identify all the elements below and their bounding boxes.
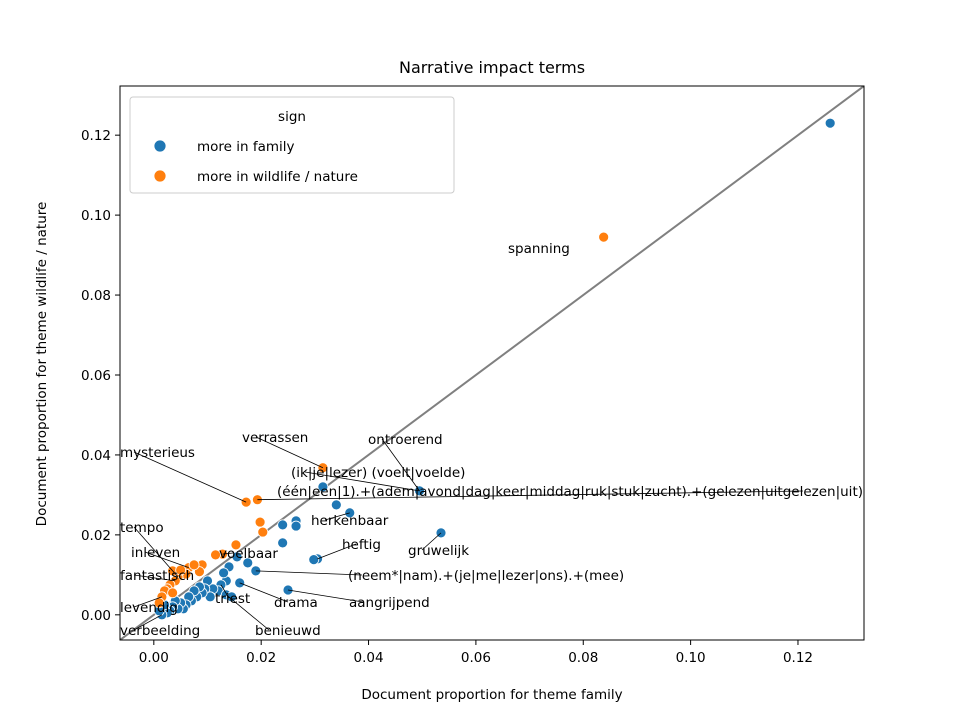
x-axis-label: Document proportion for theme family [361, 687, 622, 703]
annotation-label: heftig [342, 537, 381, 553]
legend-frame [129, 96, 455, 194]
data-point-family [226, 591, 238, 603]
data-point-family [290, 520, 302, 532]
annotation-connector [257, 490, 804, 501]
annotation-label: aangrijpend [349, 595, 430, 611]
annotation-label: voelbaar [219, 546, 278, 562]
data-point-family [317, 481, 329, 493]
annotation-connector [239, 582, 289, 603]
data-point-family [242, 557, 254, 569]
annotation-label: benieuwd [255, 623, 321, 639]
annotation-label: (één|een|1).+(adem|avond|dag|keer|middag… [277, 484, 863, 500]
x-tick-label: 0.10 [676, 650, 706, 666]
annotation-connector [304, 471, 420, 492]
data-point-wildlife-nature [598, 231, 610, 243]
annotation-label: verrassen [242, 430, 308, 446]
data-point-wildlife-nature [167, 587, 179, 599]
annotation-connector [222, 552, 234, 555]
annotation-label: (neem*|nam).+(je|me|lezer|ons).+(mee) [348, 568, 624, 584]
annotation-label: levendig [120, 600, 178, 616]
data-point-family [218, 567, 230, 579]
legend: sign more in family more in wildlife / n… [129, 96, 455, 194]
data-point-family [308, 554, 320, 566]
y-tick-label: 0.06 [81, 368, 111, 384]
data-point-wildlife-nature [188, 559, 200, 571]
plot-frame [119, 85, 865, 641]
annotation-label: (ik|je|lezer) (voelt|voelde) [291, 465, 465, 481]
x-tick-label: 0.00 [139, 650, 169, 666]
y-tick-label: 0.12 [81, 128, 111, 144]
annotation-label: mysterieus [120, 445, 195, 461]
annotation-label: drama [274, 595, 318, 611]
annotation-label: herkenbaar [311, 513, 389, 529]
y-tick-label: 0.04 [81, 448, 111, 464]
legend-entry-wildlife: more in wildlife / nature [197, 169, 358, 185]
legend-marker-family [153, 139, 167, 153]
data-point-family [277, 519, 289, 531]
annotation-label: inleven [131, 545, 180, 561]
annotation-label: spanning [508, 241, 570, 257]
reference-line-y-equals-x [120, 86, 864, 640]
annotation-connector [421, 532, 442, 551]
data-point-family [231, 551, 243, 563]
annotation-connector [133, 614, 163, 631]
annotation-connector [133, 451, 247, 503]
y-tick-label: 0.08 [81, 288, 111, 304]
x-tick-label: 0.08 [568, 650, 598, 666]
annotation-connector [133, 596, 163, 608]
y-tick-label: 0.02 [81, 528, 111, 544]
annotation-label: verbeelding [120, 623, 200, 639]
annotation-connector [255, 570, 363, 576]
chart-title: Narrative impact terms [399, 58, 585, 77]
annotation-label: gruwelijk [408, 543, 469, 559]
annotation-connector [133, 526, 179, 578]
annotation-connector [144, 551, 189, 569]
y-axis-label: Document proportion for theme wildlife /… [34, 202, 50, 527]
annotation-connector [324, 512, 350, 521]
annotation-connector [133, 574, 176, 582]
annotation-label: fantastisch [120, 568, 194, 584]
annotation-connector [317, 543, 357, 560]
data-point-family [330, 499, 342, 511]
y-tick-label: 0.10 [81, 208, 111, 224]
data-point-family [824, 117, 836, 129]
x-tick-label: 0.06 [461, 650, 491, 666]
legend-title: sign [278, 109, 306, 125]
data-point-wildlife-nature [210, 549, 221, 561]
y-tick-label: 0.00 [81, 608, 111, 624]
data-point-wildlife-nature [254, 516, 266, 528]
x-tick-label: 0.12 [783, 650, 813, 666]
data-point-wildlife-nature [257, 526, 269, 538]
data-point-wildlife-nature [230, 539, 242, 551]
x-tick-label: 0.04 [354, 650, 384, 666]
data-point-family [277, 537, 289, 549]
annotation-connector [255, 436, 324, 469]
x-tick-label: 0.02 [246, 650, 276, 666]
legend-entry-family: more in family [197, 139, 295, 155]
legend-marker-wildlife [153, 169, 167, 183]
annotation-connector [226, 594, 270, 631]
annotation-connector [287, 589, 364, 603]
annotation-connector [381, 438, 420, 492]
annotation-label: ontroerend [368, 432, 443, 448]
annotation-label: triest [215, 591, 250, 607]
annotation-label: tempo [120, 520, 164, 536]
